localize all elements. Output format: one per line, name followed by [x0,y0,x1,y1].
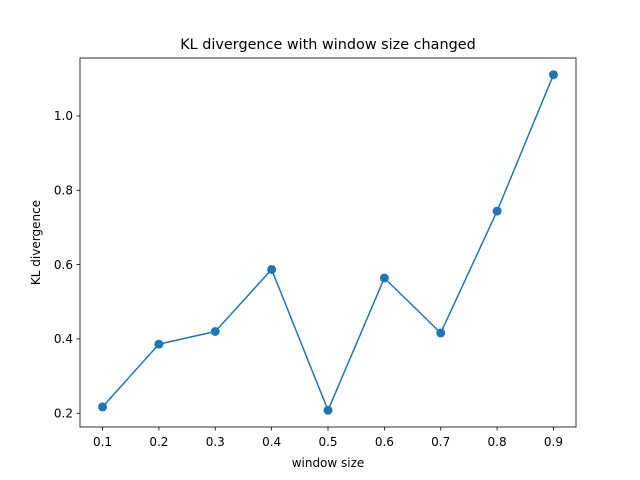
x-tick-label: 0.5 [318,435,337,449]
data-point [154,339,164,349]
plot-area: 0.1 0.2 0.3 0.4 0.5 0.6 0.7 0.8 0.9 0.2 0.4 0.6 0.8… [54,57,577,449]
y-tick-label: 0.8 [54,183,73,197]
x-tick-label: 0.7 [431,435,450,449]
x-tick-label: 0.6 [375,435,394,449]
x-tick-label: 0.3 [206,435,225,449]
axes-frame [79,57,577,428]
data-point [436,328,446,338]
y-axis-label: KL divergence [29,200,43,285]
y-tick-label: 1.0 [54,109,73,123]
y-tick-label: 0.6 [54,258,73,272]
x-tick-label: 0.4 [262,435,281,449]
data-point [323,405,333,415]
x-tick-label: 0.1 [93,435,112,449]
data-point [492,206,502,216]
y-tick-label: 0.4 [54,332,73,346]
x-tick-label: 0.9 [544,435,563,449]
x-tick-label: 0.8 [488,435,507,449]
data-point [210,326,220,336]
plot-background [80,58,576,427]
data-point [379,273,389,283]
data-point [267,264,277,274]
data-point [548,70,558,80]
x-axis-ticks: 0.1 0.2 0.3 0.4 0.5 0.6 0.7 0.8 0.9 [93,427,563,449]
y-axis-ticks: 0.2 0.4 0.6 0.8 1.0 [54,109,80,420]
series-layer [98,70,558,415]
chart-title: KL divergence with window size changed [180,37,476,53]
x-tick-label: 0.2 [149,435,168,449]
y-tick-label: 0.2 [54,406,73,420]
data-point [98,402,108,412]
x-axis-label: window size [292,456,365,470]
